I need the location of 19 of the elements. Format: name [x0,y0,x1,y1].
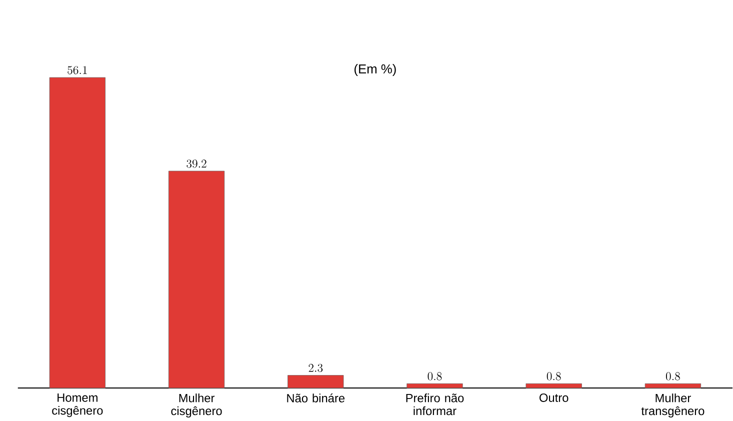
bar [168,170,225,388]
data-label: 0.8 [428,372,442,380]
bar [288,375,344,388]
data-label: 2.3 [308,364,323,372]
chart-title: (Em %) [354,64,396,76]
bar [49,77,106,388]
x-tick-label: Prefiro não informar [406,394,464,416]
x-tick-label: Não bináre [287,394,345,402]
x-tick-label: Mulher cisgênero [171,394,222,418]
bar [526,383,582,388]
x-tick-label: Homem cisgênero [52,394,103,418]
x-tick-label: Mulher transgênero [641,394,704,418]
data-label: 0.8 [546,372,561,380]
data-label: 56. 1 [68,66,87,74]
data-label: 0.8 [666,372,680,380]
data-label: 39.2 [186,160,206,168]
bar [644,383,702,388]
x-tick-label: Outro [540,394,568,402]
bar [406,383,463,388]
